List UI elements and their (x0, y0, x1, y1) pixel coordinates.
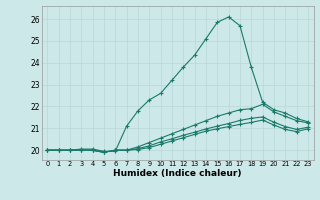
X-axis label: Humidex (Indice chaleur): Humidex (Indice chaleur) (113, 169, 242, 178)
